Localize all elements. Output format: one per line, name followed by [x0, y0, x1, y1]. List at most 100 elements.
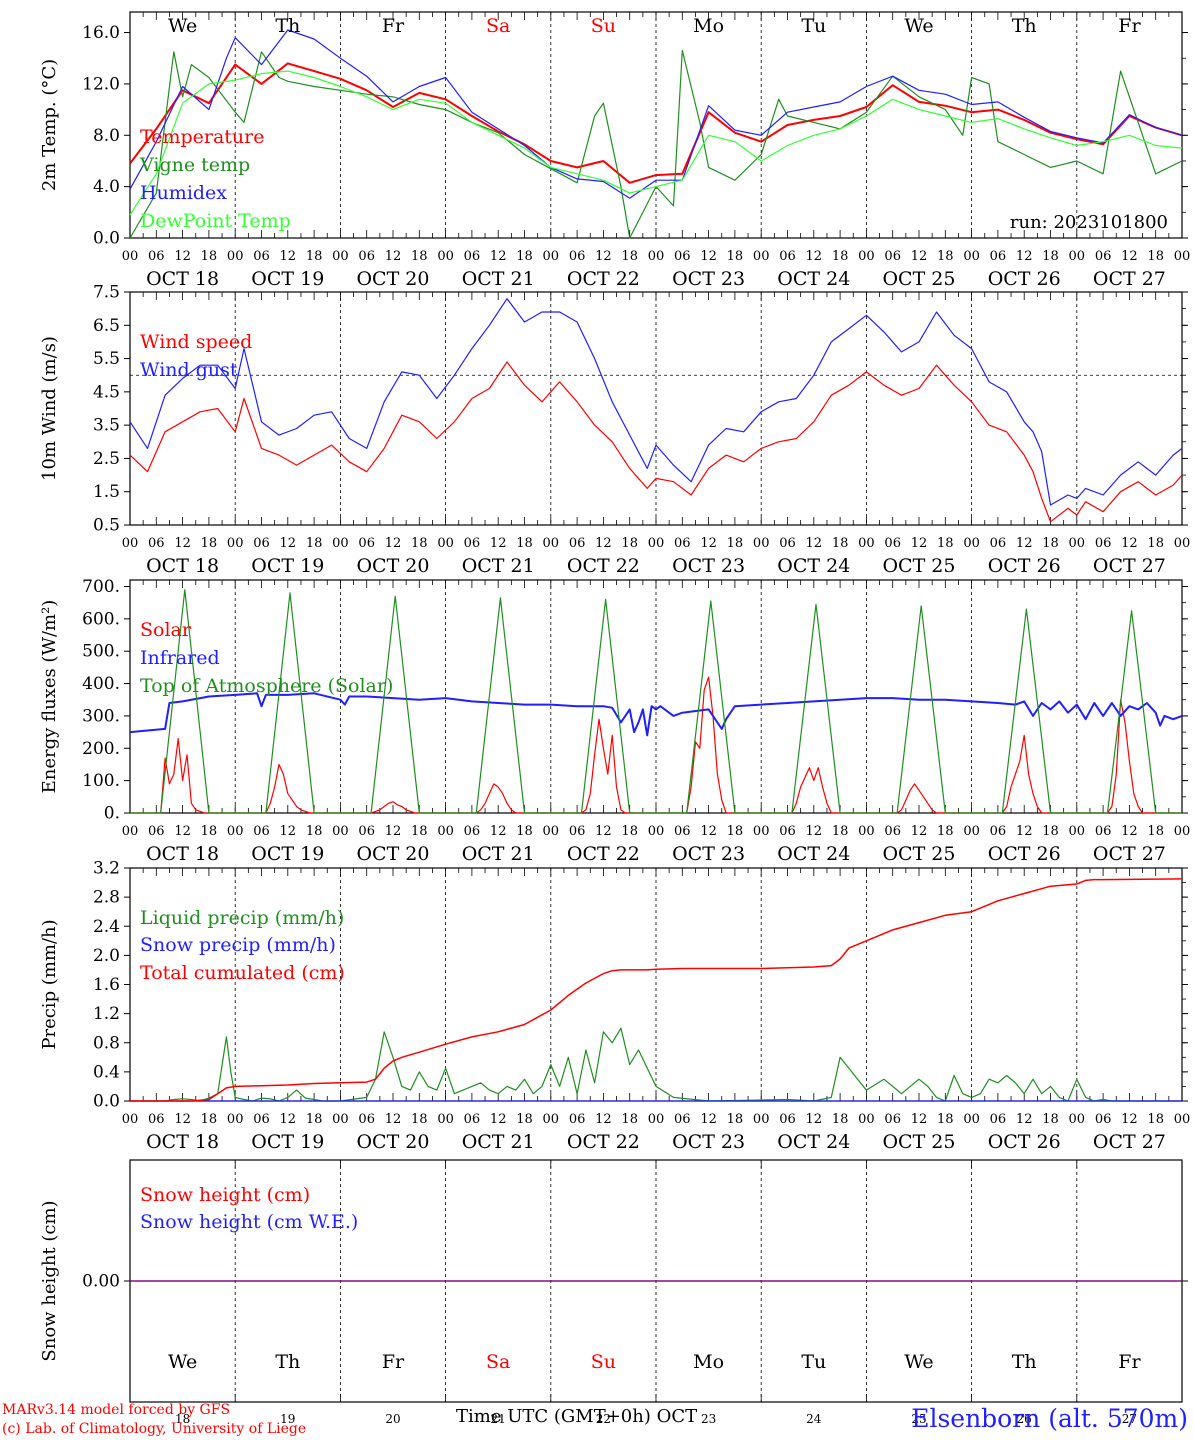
hour-label: 18: [1042, 249, 1059, 264]
hour-label: 12: [911, 824, 928, 839]
hour-label: 18: [937, 249, 954, 264]
y-tick-label: 200.: [82, 739, 120, 759]
hour-label: 12: [595, 824, 612, 839]
station-name: Elsenborn (alt. 570m): [911, 1404, 1188, 1433]
series-line-wind-gust: [129, 298, 1183, 506]
hour-label: 12: [700, 1112, 717, 1127]
hour-label: 12: [1016, 824, 1033, 839]
hour-label: 18: [937, 1112, 954, 1127]
date-label: OCT 18: [146, 268, 219, 290]
y-tick-label: 6.5: [93, 316, 120, 336]
hour-label: 18: [1147, 536, 1164, 551]
hour-label: 00: [122, 536, 139, 551]
hour-label: 00: [122, 249, 139, 264]
weekday-label: Mo: [693, 1351, 724, 1373]
date-label: OCT 23: [672, 555, 745, 577]
date-label: OCT 23: [672, 268, 745, 290]
y-tick-label: 500.: [82, 642, 120, 662]
hour-label: 00: [332, 1112, 349, 1127]
date-label: OCT 21: [462, 1131, 535, 1153]
date-label: OCT 20: [356, 1131, 429, 1153]
weekday-label: Mo: [693, 15, 724, 37]
hour-label: 00: [1069, 824, 1086, 839]
hour-label: 00: [332, 249, 349, 264]
hour-label: 00: [543, 249, 560, 264]
y-tick-label: 400.: [82, 674, 120, 694]
hour-label: 00: [122, 1112, 139, 1127]
y-axis-label: 2m Temp. (°C): [39, 59, 60, 191]
legend-entry: Temperature: [140, 126, 264, 148]
date-label: OCT 18: [146, 1131, 219, 1153]
hour-label: 06: [1095, 249, 1112, 264]
hour-label: 00: [858, 536, 875, 551]
hour-label: 06: [779, 824, 796, 839]
hour-label: 18: [1042, 536, 1059, 551]
hour-label: 18: [832, 1112, 849, 1127]
hour-label: 12: [595, 1112, 612, 1127]
y-axis-label: Snow height (cm): [39, 1200, 60, 1361]
date-label: OCT 26: [988, 555, 1061, 577]
date-label: OCT 19: [251, 268, 324, 290]
hour-label: 12: [174, 536, 191, 551]
run-annotation: run: 2023101800: [1010, 212, 1168, 233]
hour-label: 00: [227, 824, 244, 839]
hour-label: 06: [464, 1112, 481, 1127]
hour-label: 00: [543, 536, 560, 551]
hour-label: 18: [832, 824, 849, 839]
y-tick-label: 0.4: [93, 1062, 120, 1082]
hour-label: 00: [753, 536, 770, 551]
credit-line-lab: (c) Lab. of Climatology, University of L…: [2, 1421, 307, 1437]
hour-label: 12: [911, 249, 928, 264]
y-tick-label: 3.2: [93, 859, 120, 879]
legend-entry: Vigne temp: [139, 154, 250, 176]
day-number-label: 20: [385, 1412, 400, 1426]
hour-label: 00: [648, 824, 665, 839]
date-label: OCT 21: [462, 555, 535, 577]
day-number-label: 25: [911, 1412, 926, 1426]
hour-label: 18: [621, 1112, 638, 1127]
hour-label: 18: [727, 249, 744, 264]
hour-label: 00: [753, 1112, 770, 1127]
hour-label: 06: [358, 536, 375, 551]
date-label: OCT 27: [1093, 555, 1166, 577]
hour-label: 18: [1042, 1112, 1059, 1127]
y-tick-label: 8.0: [93, 126, 120, 146]
hour-label: 18: [727, 1112, 744, 1127]
y-tick-label: 0.8: [93, 1033, 120, 1053]
hour-label: 06: [148, 1112, 165, 1127]
hour-label: 00: [437, 536, 454, 551]
hour-label: 12: [806, 249, 823, 264]
weekday-label: Sa: [486, 15, 510, 37]
date-label: OCT 26: [988, 843, 1061, 865]
hour-label: 06: [569, 536, 586, 551]
date-label: OCT 23: [672, 843, 745, 865]
y-tick-label: 16.0: [82, 23, 120, 43]
y-tick-label: 2.0: [93, 946, 120, 966]
hour-label: 06: [674, 1112, 691, 1127]
hour-label: 00: [963, 824, 980, 839]
date-label: OCT 25: [882, 268, 955, 290]
hour-label: 00: [122, 824, 139, 839]
hour-label: 12: [806, 824, 823, 839]
date-label: OCT 24: [777, 1131, 850, 1153]
hour-label: 06: [569, 249, 586, 264]
hour-label: 00: [648, 536, 665, 551]
date-label: OCT 18: [146, 843, 219, 865]
weekday-label: Tu: [801, 1351, 826, 1373]
hour-label: 12: [174, 824, 191, 839]
hour-label: 18: [306, 249, 323, 264]
hour-label: 00: [227, 536, 244, 551]
y-tick-label: 0.0: [93, 229, 120, 249]
weekday-label: Th: [1012, 15, 1037, 37]
legend-entry: Snow height (cm): [140, 1184, 310, 1206]
hour-label: 18: [727, 536, 744, 551]
y-tick-label: 0.5: [93, 516, 120, 536]
date-label: OCT 24: [777, 843, 850, 865]
hour-label: 06: [884, 249, 901, 264]
series-line-humidex: [129, 29, 1183, 199]
hour-label: 18: [1147, 1112, 1164, 1127]
y-axis-label: Precip (mm/h): [39, 919, 60, 1049]
hour-label: 12: [490, 536, 507, 551]
hour-label: 18: [937, 536, 954, 551]
